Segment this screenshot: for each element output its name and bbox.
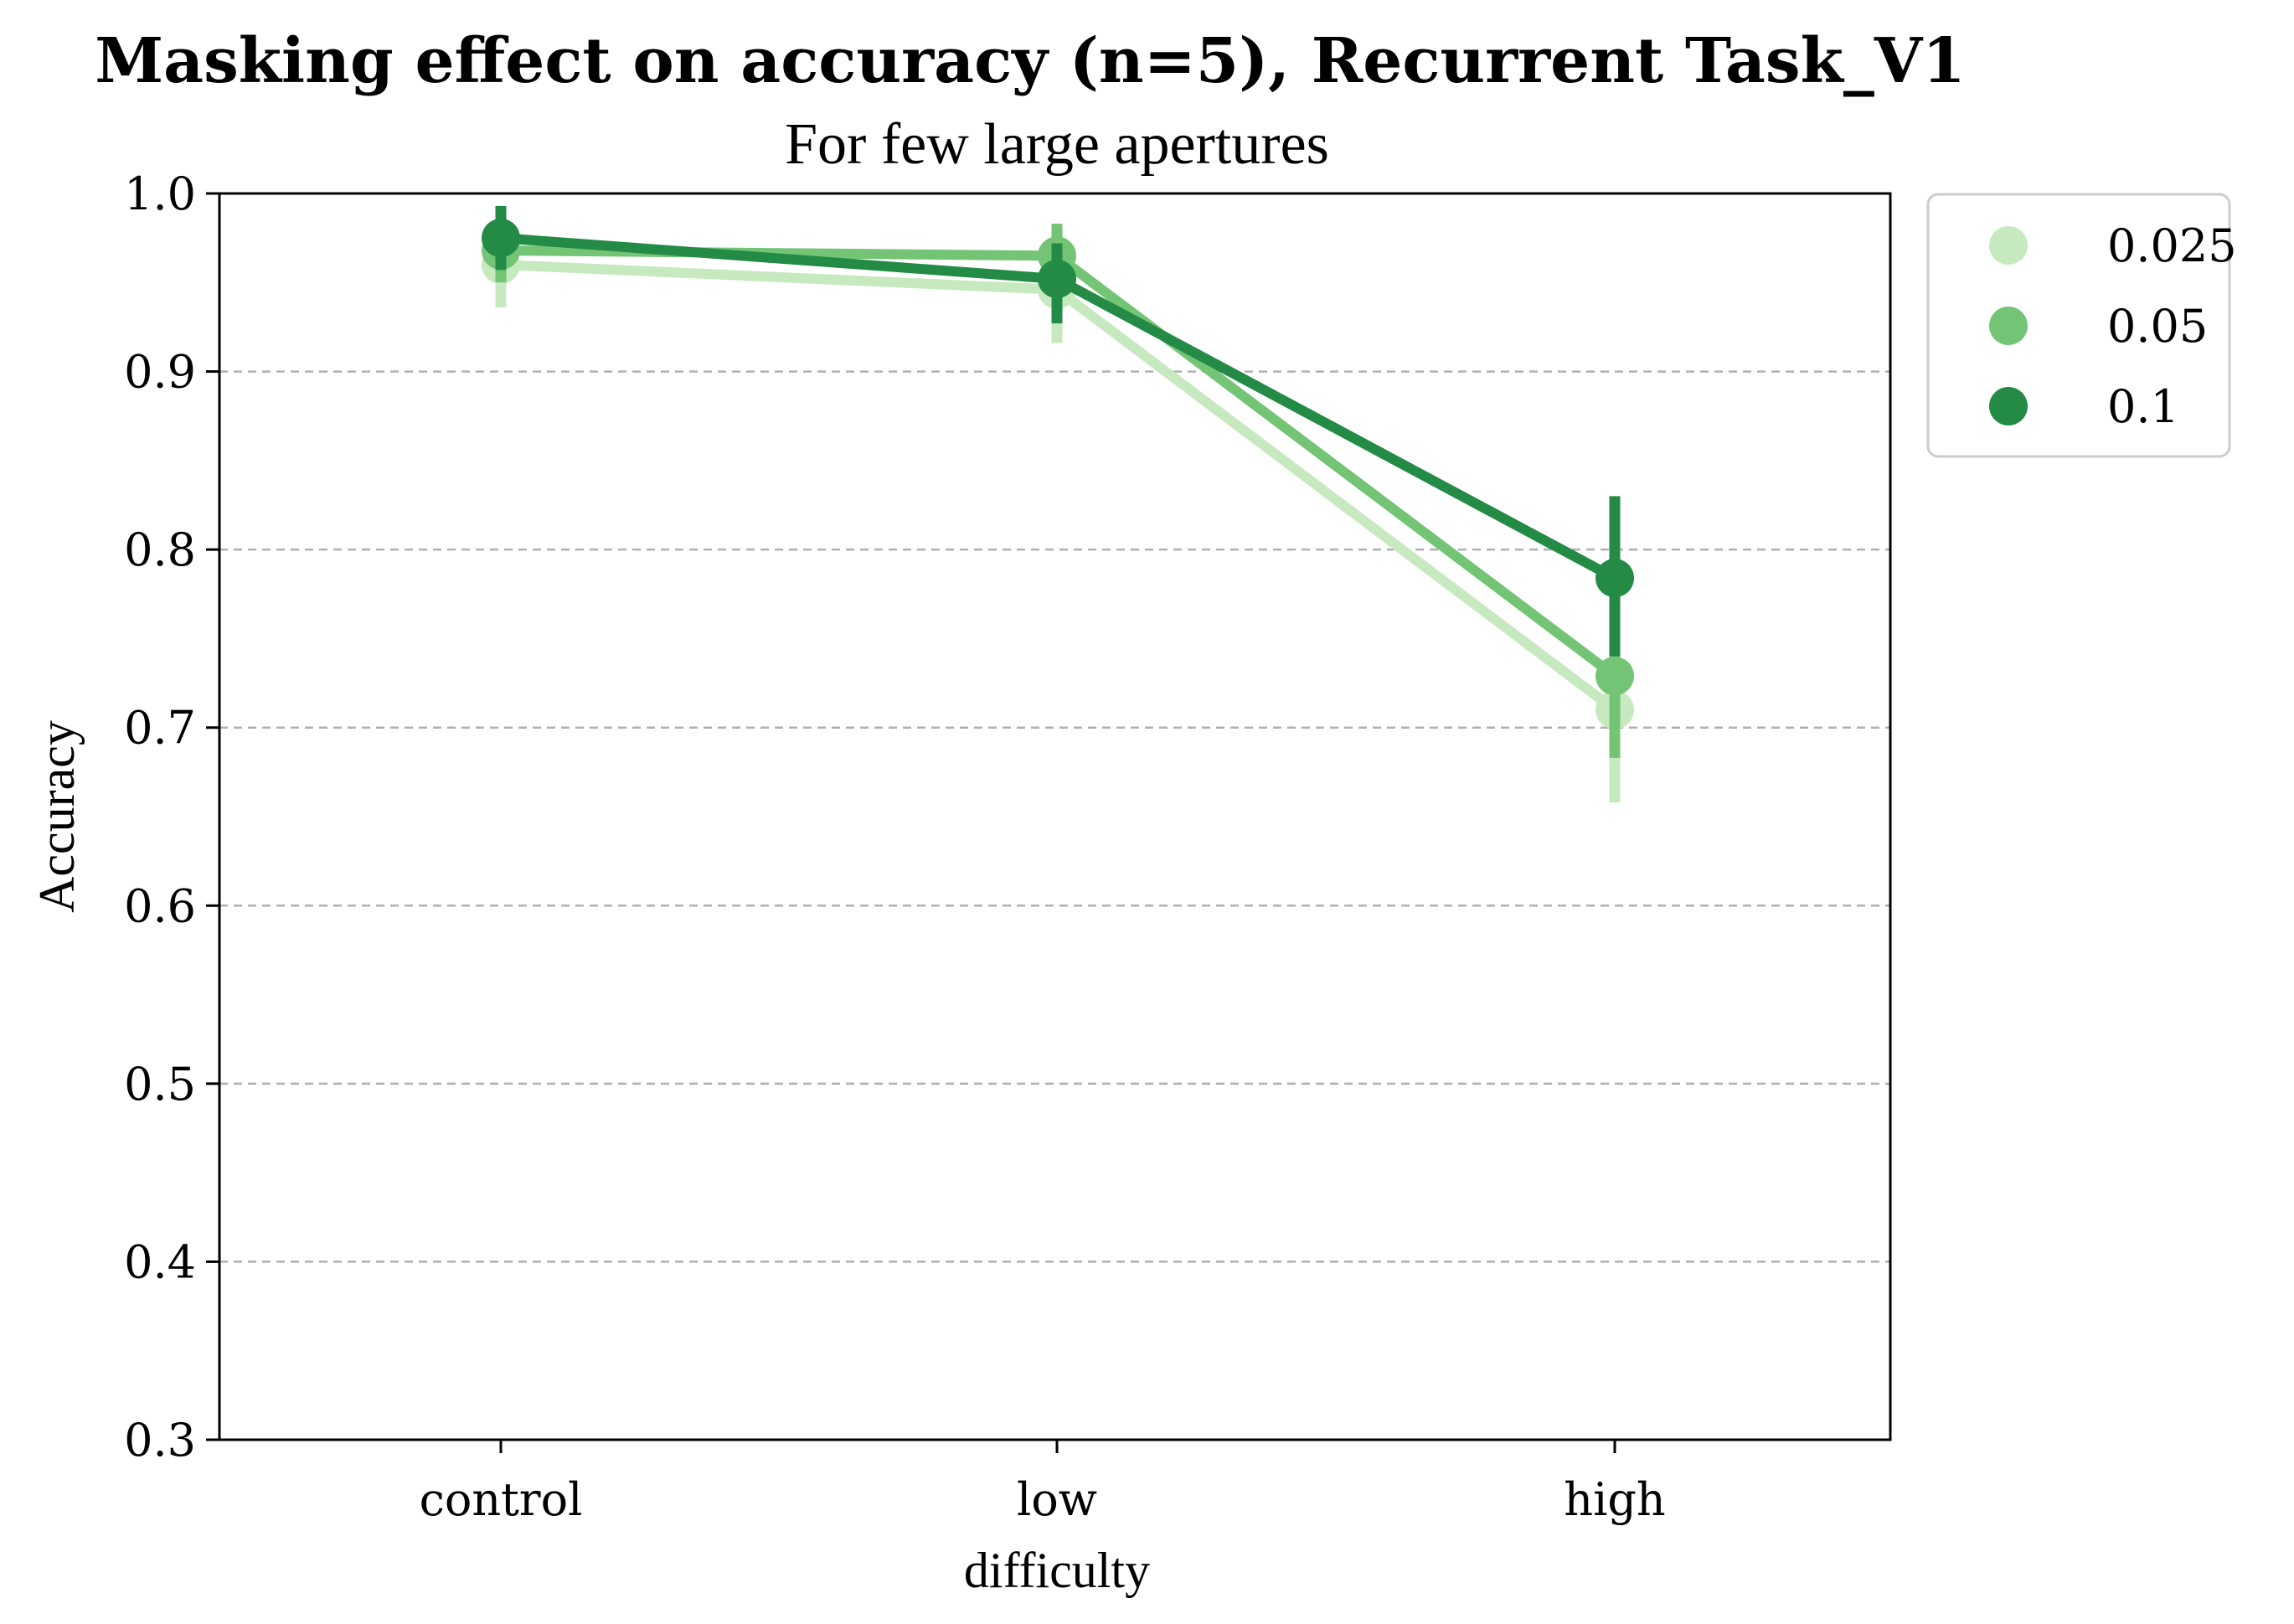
y-tick-label: 0.7 <box>124 702 196 755</box>
data-point <box>1595 657 1634 696</box>
x-tick-label: control <box>420 1473 583 1526</box>
y-tick-label: 0.8 <box>124 523 196 576</box>
legend-label: 0.1 <box>2107 380 2179 433</box>
legend-label: 0.05 <box>2107 300 2208 353</box>
x-axis-ticks: control low high <box>420 1440 1666 1526</box>
legend: 0.025 0.05 0.1 <box>1926 193 2237 458</box>
y-axis-ticks: 0.3 0.4 0.5 0.6 0.7 0.8 0.9 1.0 <box>124 168 219 1467</box>
y-axis-label: Accuracy <box>29 720 85 913</box>
chart-title: Masking effect on accuracy (n=5), Recurr… <box>95 25 1966 97</box>
series-0.1 <box>482 205 1634 657</box>
x-tick-label: low <box>1017 1473 1097 1526</box>
y-tick-label: 0.4 <box>124 1235 196 1288</box>
chart-subtitle: For few large apertures <box>785 112 1329 177</box>
data-point <box>1038 260 1076 299</box>
legend-marker <box>1989 387 2028 425</box>
data-point <box>482 219 520 258</box>
legend-label: 0.025 <box>2107 219 2237 272</box>
legend-marker <box>1989 226 2028 265</box>
y-tick-label: 0.5 <box>124 1058 196 1111</box>
y-tick-label: 0.6 <box>124 879 196 932</box>
y-tick-label: 0.3 <box>124 1414 196 1467</box>
y-tick-label: 0.9 <box>124 346 196 399</box>
grid-lines <box>219 370 1890 1263</box>
plot-series <box>482 205 1634 802</box>
legend-marker <box>1989 307 2028 345</box>
plot-frame <box>218 192 1892 1441</box>
x-axis-label: difficulty <box>964 1543 1150 1598</box>
x-tick-label: high <box>1564 1473 1665 1526</box>
y-tick-label: 1.0 <box>124 168 196 220</box>
legend-items: 0.025 0.05 0.1 <box>1989 219 2237 433</box>
data-point <box>1595 559 1634 598</box>
